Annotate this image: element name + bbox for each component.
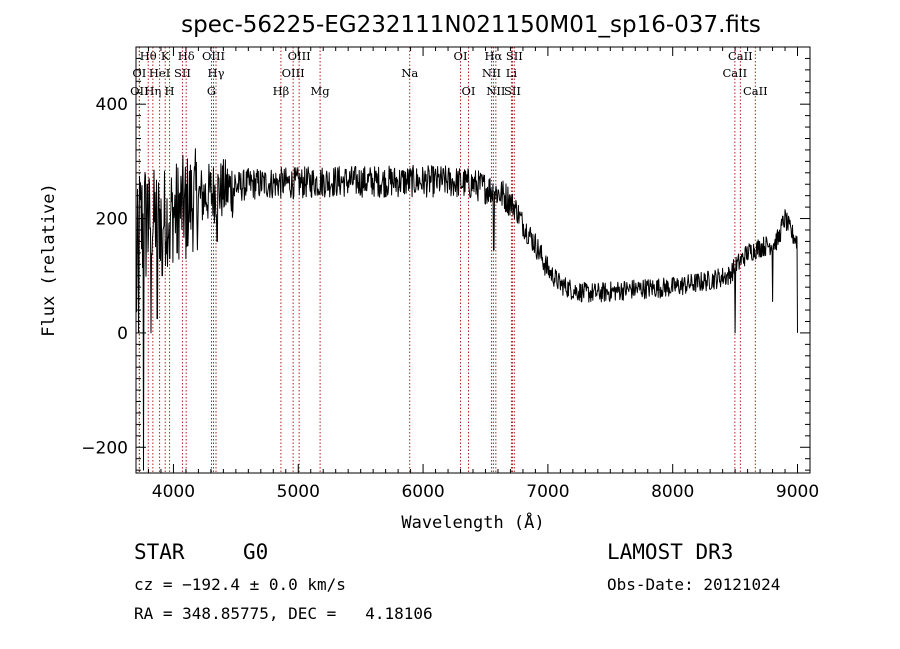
line-label-2: Hθ: [140, 49, 157, 63]
y-tick-label-2: 200: [96, 210, 128, 230]
line-label-25: CaII: [722, 66, 747, 80]
x-tick-label-4: 8000: [651, 482, 694, 502]
line-label-7: SII: [174, 66, 191, 80]
class-text: STAR: [134, 540, 185, 564]
axis-ticks: [135, 46, 811, 473]
line-label-11: Hγ: [208, 66, 225, 80]
line-label-0: OII: [130, 84, 149, 98]
y-tick-label-3: 400: [96, 95, 128, 115]
line-label-8: Hδ: [178, 49, 195, 63]
line-label-13: OIII: [282, 66, 305, 80]
line-label-14: OIII: [288, 49, 311, 63]
line-label-20: Hα: [484, 49, 502, 63]
line-label-26: CaII: [728, 49, 753, 63]
line-label-22: SII: [504, 84, 521, 98]
line-label-15: Mg: [311, 84, 331, 98]
line-label-10: OIII: [202, 49, 225, 63]
line-label-16: Na: [401, 66, 418, 80]
line-label-5: K: [161, 49, 170, 63]
line-label-24: SII: [506, 49, 523, 63]
x-tick-label-5: 9000: [776, 482, 819, 502]
redshift-text: cz = −192.4 ± 0.0 km/s: [134, 575, 346, 594]
survey-text: LAMOST DR3: [607, 540, 734, 564]
line-labels: OII OI Hθ Hη HeI K H SII Hδ G OIII Hγ Hβ OIII OIII Mg Na…: [130, 49, 768, 98]
x-tick-label-2: 6000: [401, 482, 444, 502]
x-tick-labels: 4000 5000 6000 7000 8000 9000: [152, 482, 819, 502]
line-label-17: OI: [454, 49, 468, 63]
line-label-19: NII: [482, 66, 501, 80]
line-label-23: Li: [506, 66, 518, 80]
y-axis-label: Flux (relative): [39, 183, 59, 337]
line-label-4: HeI: [149, 66, 170, 80]
plot-frame: [135, 46, 811, 474]
x-tick-label-0: 4000: [152, 482, 195, 502]
y-tick-labels: −200 0 200 400: [81, 95, 128, 458]
flux-series-line: [135, 148, 798, 471]
line-label-27: CaII: [743, 84, 768, 98]
y-tick-label-0: −200: [81, 438, 128, 458]
line-label-9: G: [207, 84, 216, 98]
y-tick-label-1: 0: [117, 324, 128, 344]
line-markers: [138, 47, 756, 473]
chart-title: spec-56225-EG232111N021150M01_sp16-037.f…: [181, 12, 761, 38]
x-axis-label: Wavelength (Å): [401, 511, 544, 533]
obs-date-text: Obs-Date: 20121024: [607, 575, 781, 594]
line-label-18: OI: [462, 84, 476, 98]
x-tick-label-3: 7000: [526, 482, 569, 502]
coordinates-text: RA = 348.85775, DEC = 4.18106: [134, 604, 433, 623]
line-label-21: NII: [486, 84, 505, 98]
line-label-6: H: [165, 84, 175, 98]
line-label-3: Hη: [144, 84, 161, 98]
subclass-text: G0: [243, 540, 269, 564]
line-label-1: OI: [132, 66, 146, 80]
line-label-12: Hβ: [273, 84, 290, 98]
x-tick-label-1: 5000: [277, 482, 320, 502]
